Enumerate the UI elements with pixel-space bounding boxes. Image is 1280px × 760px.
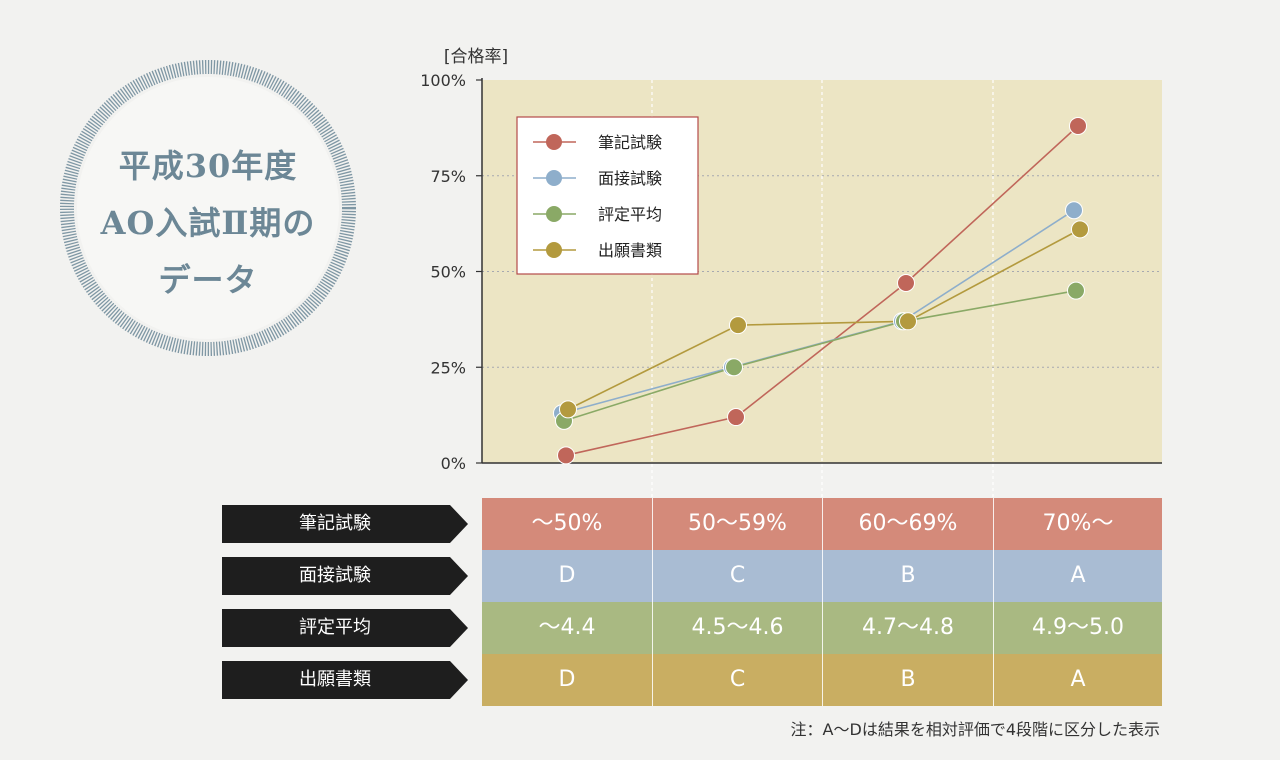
data-point bbox=[1065, 201, 1083, 220]
table-cell: D bbox=[482, 654, 652, 706]
badge-line-1: 平成30年度 bbox=[118, 147, 298, 185]
legend-label: 出願書類 bbox=[598, 241, 662, 260]
series-line-1 bbox=[565, 125, 1079, 457]
legend-label: 面接試験 bbox=[598, 169, 662, 188]
data-point bbox=[1067, 281, 1085, 300]
row-label: 面接試験 bbox=[299, 565, 371, 586]
table-cell: C bbox=[652, 550, 822, 602]
table-cell: 〜4.4 bbox=[482, 602, 652, 654]
arrow-shape bbox=[222, 557, 468, 595]
table-cell: 60〜69% bbox=[822, 498, 993, 550]
data-point bbox=[1069, 116, 1087, 135]
badge-line-2: AO入試Ⅱ期の bbox=[100, 204, 316, 242]
table-cell: 4.5〜4.6 bbox=[652, 602, 822, 654]
arrow-shape bbox=[222, 609, 468, 647]
legend-label: 評定平均 bbox=[598, 205, 662, 224]
data-point bbox=[897, 273, 915, 292]
table-cell: 70%〜 bbox=[993, 498, 1162, 550]
y-tick-label: 25% bbox=[430, 358, 466, 377]
y-axis-label: [合格率] bbox=[444, 47, 508, 67]
badge-line-3: データ bbox=[158, 261, 258, 299]
table-cell: 〜50% bbox=[482, 498, 652, 550]
y-tick-label: 100% bbox=[420, 71, 466, 90]
table-cell: 50〜59% bbox=[652, 498, 822, 550]
table-cell: B bbox=[822, 550, 993, 602]
footnote: 注：A〜Dは結果を相対評価で4段階に区分した表示 bbox=[790, 720, 1160, 739]
badge-title: 平成30年度 AO入試Ⅱ期の データ bbox=[58, 138, 358, 309]
row-label-arrow: 評定平均 bbox=[222, 609, 468, 647]
data-point bbox=[899, 312, 917, 331]
y-tick-label: 75% bbox=[430, 167, 466, 186]
legend-marker bbox=[546, 206, 562, 222]
legend-marker bbox=[546, 170, 562, 186]
legend-label: 筆記試験 bbox=[598, 133, 662, 152]
series-line-3 bbox=[563, 289, 1077, 422]
row-label: 評定平均 bbox=[299, 617, 371, 638]
legend-marker bbox=[546, 134, 562, 150]
table-cell: A bbox=[993, 550, 1162, 602]
table-cell: 4.7〜4.8 bbox=[822, 602, 993, 654]
data-point bbox=[727, 408, 745, 427]
arrow-shape bbox=[222, 505, 468, 543]
row-label-arrow: 面接試験 bbox=[222, 557, 468, 595]
table-cell: C bbox=[652, 654, 822, 706]
row-label-arrow: 出願書類 bbox=[222, 661, 468, 699]
y-tick-label: 0% bbox=[441, 454, 466, 473]
legend-marker bbox=[546, 242, 562, 258]
data-point bbox=[729, 316, 747, 335]
data-point bbox=[559, 400, 577, 419]
table-cell: D bbox=[482, 550, 652, 602]
data-point bbox=[1071, 220, 1089, 239]
series-line-4 bbox=[567, 228, 1081, 411]
data-point bbox=[557, 446, 575, 465]
row-label: 出願書類 bbox=[299, 669, 371, 690]
row-label: 筆記試験 bbox=[299, 513, 371, 534]
row-label-arrow: 筆記試験 bbox=[222, 505, 468, 543]
table-cell: 4.9〜5.0 bbox=[993, 602, 1162, 654]
table-cell: A bbox=[993, 654, 1162, 706]
y-tick-label: 50% bbox=[430, 263, 466, 282]
data-point bbox=[725, 358, 743, 377]
badge-ring bbox=[60, 60, 356, 356]
arrow-shape bbox=[222, 661, 468, 699]
table-cell: B bbox=[822, 654, 993, 706]
